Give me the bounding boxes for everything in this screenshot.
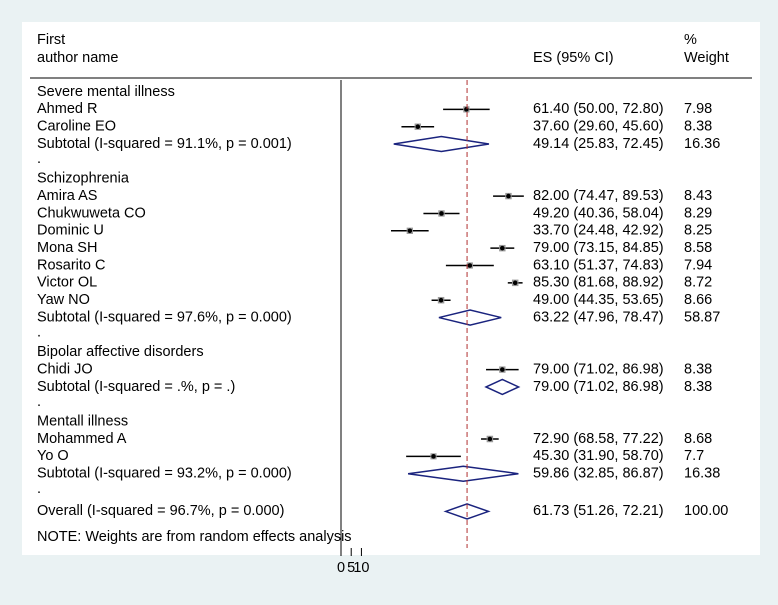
pooled-diamond bbox=[438, 309, 502, 326]
group-label: Schizophrenia bbox=[37, 171, 130, 187]
es-ci-label: 61.73 (51.26, 72.21) bbox=[533, 503, 664, 519]
point-estimate bbox=[487, 436, 493, 442]
note: NOTE: Weights are from random effects an… bbox=[37, 529, 352, 545]
x-tick-label: 5 bbox=[347, 560, 355, 576]
pooled-diamond bbox=[407, 465, 519, 482]
row-label: Amira AS bbox=[37, 188, 97, 204]
es-ci-label: 45.30 (31.90, 58.70) bbox=[533, 448, 664, 464]
es-ci-label: 49.00 (44.35, 53.65) bbox=[533, 292, 664, 308]
es-ci-label: 79.00 (71.02, 86.98) bbox=[533, 379, 664, 395]
pooled-diamond bbox=[393, 135, 490, 153]
es-ci-label: 61.40 (50.00, 72.80) bbox=[533, 101, 664, 117]
weight-label: 8.58 bbox=[684, 240, 712, 256]
row-label: Subtotal (I-squared = 93.2%, p = 0.000) bbox=[37, 466, 292, 482]
es-ci-label: 37.60 (29.60, 45.60) bbox=[533, 119, 664, 135]
header-label: author name bbox=[37, 50, 118, 66]
es-ci-label: 72.90 (68.58, 77.22) bbox=[533, 431, 664, 447]
row-label: Chidi JO bbox=[37, 361, 93, 377]
point-estimate bbox=[512, 280, 518, 286]
es-ci-label: 63.22 (47.96, 78.47) bbox=[533, 309, 664, 325]
row-label: Subtotal (I-squared = .%, p = .) bbox=[37, 379, 235, 395]
es-ci-label: 33.70 (24.48, 42.92) bbox=[533, 223, 664, 239]
row-label: Ahmed R bbox=[37, 101, 97, 117]
weight-label: 8.43 bbox=[684, 188, 712, 204]
group-label: Severe mental illness bbox=[37, 84, 175, 100]
separator: . bbox=[37, 325, 41, 341]
row-label: Victor OL bbox=[37, 275, 97, 291]
point-estimate bbox=[467, 263, 473, 268]
row-label: Overall (I-squared = 96.7%, p = 0.000) bbox=[37, 503, 284, 519]
row-label: Subtotal (I-squared = 97.6%, p = 0.000) bbox=[37, 309, 292, 325]
point-estimate bbox=[500, 367, 505, 372]
weight-label: 16.36 bbox=[684, 136, 720, 152]
header-label: % bbox=[684, 32, 697, 48]
es-ci-label: 85.30 (81.68, 88.92) bbox=[533, 275, 664, 291]
weight-label: 100.00 bbox=[684, 503, 728, 519]
weight-label: 7.98 bbox=[684, 101, 712, 117]
point-estimate bbox=[439, 211, 444, 216]
row-label: Yo O bbox=[37, 448, 69, 464]
header-label: ES (95% CI) bbox=[533, 50, 614, 66]
separator: . bbox=[37, 481, 41, 497]
es-ci-label: 79.00 (73.15, 84.85) bbox=[533, 240, 664, 256]
weight-label: 8.29 bbox=[684, 205, 712, 221]
x-tick-label: 10 bbox=[353, 560, 369, 576]
row-label: Rosarito C bbox=[37, 257, 106, 273]
header-label: Weight bbox=[684, 50, 729, 66]
es-ci-label: 82.00 (74.47, 89.53) bbox=[533, 188, 664, 204]
weight-label: 8.72 bbox=[684, 275, 712, 291]
separator: . bbox=[37, 394, 41, 410]
es-ci-label: 63.10 (51.37, 74.83) bbox=[533, 257, 664, 273]
pooled-diamond bbox=[484, 378, 521, 396]
point-estimate bbox=[407, 228, 413, 234]
group-label: Bipolar affective disorders bbox=[37, 344, 204, 360]
point-estimate bbox=[438, 297, 444, 303]
es-ci-label: 59.86 (32.85, 86.87) bbox=[533, 466, 664, 482]
group-label: Mentall illness bbox=[37, 413, 128, 429]
point-estimate bbox=[464, 107, 469, 112]
row-label: Caroline EO bbox=[37, 119, 116, 135]
weight-label: 8.38 bbox=[684, 379, 712, 395]
row-label: Chukwuweta CO bbox=[37, 205, 146, 221]
weight-label: 7.94 bbox=[684, 257, 712, 273]
x-tick-label: 0 bbox=[337, 560, 345, 576]
header-label: First bbox=[37, 32, 65, 48]
row-label: Mohammed A bbox=[37, 431, 127, 447]
weight-label: 8.38 bbox=[684, 119, 712, 135]
pooled-diamond bbox=[443, 503, 491, 520]
row-label: Subtotal (I-squared = 91.1%, p = 0.001) bbox=[37, 136, 292, 152]
weight-label: 8.66 bbox=[684, 292, 712, 308]
weight-label: 8.25 bbox=[684, 223, 712, 239]
es-ci-label: 49.14 (25.83, 72.45) bbox=[533, 136, 664, 152]
weight-label: 8.68 bbox=[684, 431, 712, 447]
row-label: Yaw NO bbox=[37, 292, 90, 308]
row-label: Mona SH bbox=[37, 240, 97, 256]
es-ci-label: 49.20 (40.36, 58.04) bbox=[533, 205, 664, 221]
point-estimate bbox=[431, 454, 436, 459]
row-label: Dominic U bbox=[37, 223, 104, 239]
plot-panel bbox=[22, 22, 760, 555]
point-estimate bbox=[506, 193, 511, 199]
weight-label: 58.87 bbox=[684, 309, 720, 325]
weight-label: 8.38 bbox=[684, 361, 712, 377]
point-estimate bbox=[500, 245, 505, 251]
point-estimate bbox=[415, 124, 421, 129]
weight-label: 16.38 bbox=[684, 466, 720, 482]
es-ci-label: 79.00 (71.02, 86.98) bbox=[533, 361, 664, 377]
weight-label: 7.7 bbox=[684, 448, 704, 464]
separator: . bbox=[37, 151, 41, 167]
